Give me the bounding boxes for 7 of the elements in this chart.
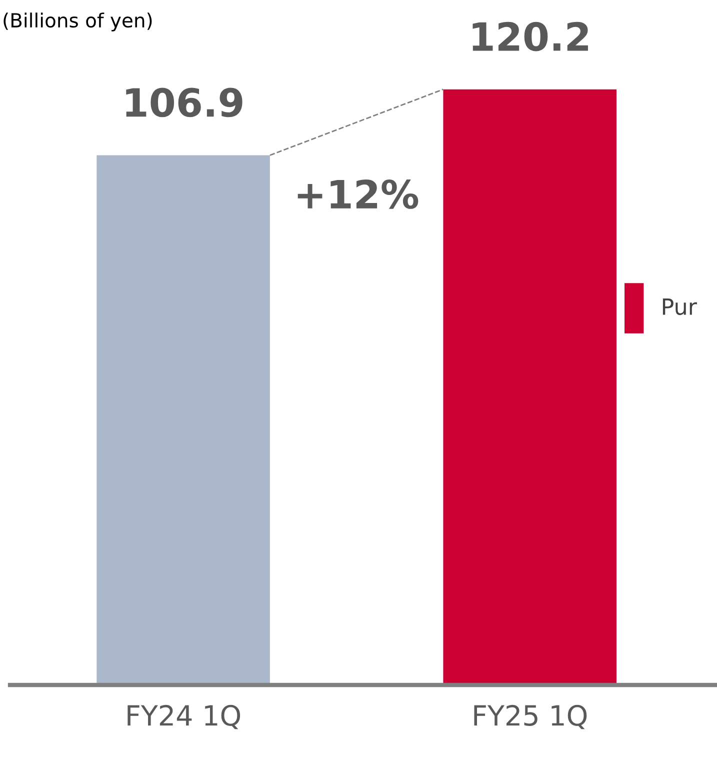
legend-label: Pur <box>662 298 697 316</box>
text: (Billions of yen) <box>4 12 152 32</box>
data-label: 106.9 <box>126 88 242 118</box>
data-label: 120.2 <box>472 22 588 52</box>
x-tick-label: FY25 1Q <box>474 704 587 730</box>
annotation: +12% <box>298 180 418 209</box>
x-tick-label: FY24 1Q <box>128 704 240 730</box>
